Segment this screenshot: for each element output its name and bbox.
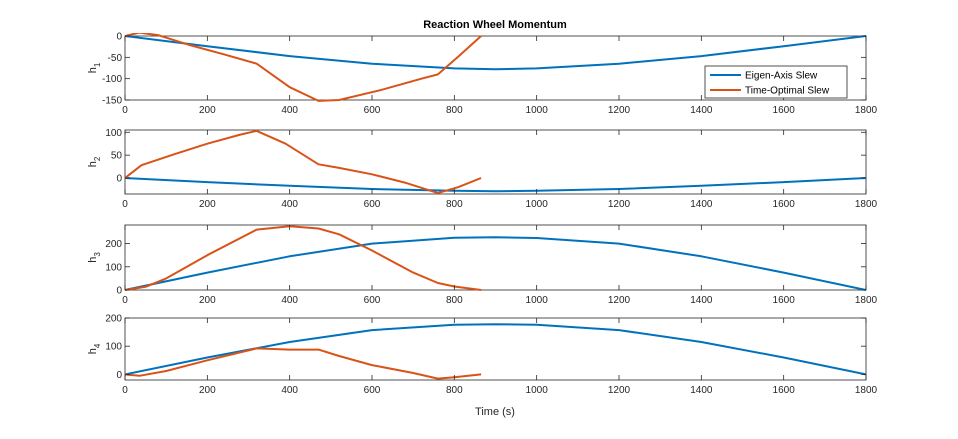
y-tick-label: 0 [116, 286, 122, 297]
x-axis-label: Time (s) [475, 406, 515, 418]
x-tick-label: 800 [446, 385, 463, 396]
x-tick-label: 1400 [690, 105, 713, 116]
y-tick-label: 0 [116, 174, 122, 185]
time-optimal-series-line [125, 225, 482, 291]
x-tick-label: 600 [364, 295, 381, 306]
y-axis-label-base: h [87, 161, 99, 167]
x-tick-label: 1200 [608, 105, 631, 116]
time-optimal-series-line [125, 129, 482, 195]
y-tick-label: 200 [105, 239, 122, 250]
x-tick-label: 200 [199, 295, 216, 306]
x-tick-label: 200 [199, 199, 216, 210]
time-optimal-series-line [125, 347, 482, 380]
x-tick-label: 200 [199, 385, 216, 396]
eigen-axis-series-line [125, 177, 866, 193]
y-tick-label: 100 [105, 342, 122, 353]
x-tick-label: 600 [364, 385, 381, 396]
x-tick-label: 400 [281, 385, 298, 396]
x-tick-label: 1400 [690, 295, 713, 306]
y-axis-label-base: h [87, 257, 99, 263]
subplot-2: 0 200 400 600 800 1000 1200 1400 1600 1800 0 50 100 h… [87, 128, 878, 210]
x-tick-label: 0 [122, 105, 128, 116]
y-axis-label: h4 [87, 343, 102, 354]
y-axis-label-subscript: 2 [93, 156, 102, 161]
y-tick-label: 200 [105, 314, 122, 325]
y-axis-label: h1 [87, 62, 102, 73]
axes-box [124, 224, 867, 291]
y-tick-label: -150 [102, 96, 122, 107]
y-tick-label: -100 [102, 74, 122, 85]
x-tick-label: 1800 [855, 199, 878, 210]
x-tick-label: 400 [281, 105, 298, 116]
axes-box [124, 129, 867, 195]
y-axis-label-subscript: 4 [93, 343, 102, 348]
eigen-axis-series-line [125, 323, 866, 376]
x-tick-label: 1000 [526, 295, 549, 306]
x-tick-label: 600 [364, 199, 381, 210]
y-axis-label: h2 [87, 156, 102, 167]
x-tick-label: 1600 [773, 105, 796, 116]
x-tick-label: 1600 [773, 199, 796, 210]
legend: Eigen-Axis Slew Time-Optimal Slew [704, 65, 848, 99]
x-tick-label: 1800 [855, 105, 878, 116]
y-axis-label-subscript: 1 [93, 62, 102, 67]
subplot-4: 0 200 400 600 800 1000 1200 1400 1600 1800 0 100 200… [87, 314, 878, 397]
eigen-axis-series-line [125, 35, 866, 71]
x-tick-label: 400 [281, 199, 298, 210]
y-tick-label: 50 [111, 151, 123, 162]
axes-box [124, 317, 867, 381]
x-tick-label: 1600 [773, 385, 796, 396]
y-axis-label: h3 [87, 252, 102, 263]
eigen-axis-series-line [125, 236, 866, 291]
x-tick-label: 1200 [608, 295, 631, 306]
x-tick-label: 0 [122, 385, 128, 396]
y-axis-label-base: h [87, 67, 99, 73]
subplots-group: 0 200 400 600 800 1000 1200 1400 1600 1800-150-10… [87, 32, 878, 397]
x-tick-label: 1800 [855, 385, 878, 396]
x-tick-label: 1200 [608, 385, 631, 396]
y-tick-label: -50 [108, 53, 123, 64]
x-tick-label: 800 [446, 199, 463, 210]
x-tick-label: 1400 [690, 385, 713, 396]
x-tick-label: 1000 [526, 199, 549, 210]
legend-entry-label: Eigen-Axis Slew [745, 71, 818, 82]
x-tick-label: 800 [446, 295, 463, 306]
x-tick-label: 400 [281, 295, 298, 306]
legend-box [704, 65, 848, 99]
x-tick-label: 600 [364, 105, 381, 116]
subplot-3: 0 200 400 600 800 1000 1200 1400 1600 1800 0 100 200… [87, 224, 878, 306]
x-tick-label: 1000 [526, 385, 549, 396]
x-tick-label: 1400 [690, 199, 713, 210]
y-tick-label: 100 [105, 128, 122, 139]
x-tick-label: 1000 [526, 105, 549, 116]
x-tick-label: 1800 [855, 295, 878, 306]
x-tick-label: 0 [122, 295, 128, 306]
legend-entry-label: Time-Optimal Slew [745, 86, 830, 97]
x-tick-label: 0 [122, 199, 128, 210]
y-tick-label: 0 [116, 370, 122, 381]
x-tick-label: 200 [199, 105, 216, 116]
x-tick-label: 1200 [608, 199, 631, 210]
y-axis-label-base: h [87, 348, 99, 354]
y-tick-label: 100 [105, 262, 122, 273]
time-optimal-series-line [125, 33, 482, 102]
y-axis-label-subscript: 3 [93, 252, 102, 257]
x-tick-label: 800 [446, 105, 463, 116]
chart-title: Reaction Wheel Momentum [423, 19, 567, 31]
x-tick-label: 1600 [773, 295, 796, 306]
y-tick-label: 0 [116, 32, 122, 43]
